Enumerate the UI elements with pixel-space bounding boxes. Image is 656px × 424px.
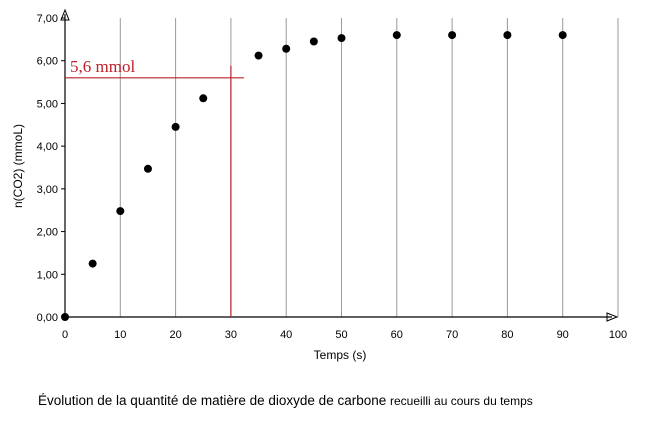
x-tick-labels: 0 10 20 30 40 50 60 70 80 90 100 [62,329,627,341]
x-tick-label: 100 [609,329,627,341]
y-tick-label: 3,00 [37,184,58,196]
x-tick-label: 20 [169,329,181,341]
data-point [503,31,512,40]
x-axis-arrow [606,312,619,322]
y-tick-label: 0,00 [37,312,58,324]
data-point [392,31,401,40]
x-tick-label: 90 [557,329,569,341]
y-tick-labels: 0,00 1,00 2,00 3,00 4,00 5,00 6,00 7,00 [37,13,65,324]
data-point [337,34,346,43]
data-point [116,207,125,216]
x-tick-label: 70 [446,329,458,341]
x-tick-label: 10 [114,329,126,341]
chart: 0 10 20 30 40 50 60 70 80 90 100 0,00 1,00 2,00 3,00 4… [11,8,627,362]
axes [60,8,619,322]
x-tick-label: 30 [225,329,237,341]
data-point [282,44,291,53]
data-points [61,31,567,321]
data-point [88,259,97,268]
chart-caption: Évolution de la quantité de matière de d… [38,393,533,408]
y-tick-label: 7,00 [37,13,58,25]
y-axis-title: n(CO2) (mmoL) [11,124,25,208]
y-tick-label: 5,00 [37,98,58,110]
y-tick-label: 2,00 [37,227,58,239]
data-point [558,31,567,40]
x-tick-label: 60 [391,329,403,341]
annotation-label: 5,6 mmol [70,57,135,76]
data-point [143,164,152,173]
y-axis-arrow [60,8,70,21]
y-tick-label: 4,00 [37,141,58,153]
data-point [171,122,180,131]
data-point [61,313,69,321]
vertical-gridlines [119,18,619,317]
data-point [448,31,457,40]
data-point [309,37,318,46]
x-tick-label: 0 [62,329,68,341]
annotation: 5,6 mmol [65,57,244,317]
x-tick-label: 80 [501,329,513,341]
x-tick-label: 40 [280,329,292,341]
data-point [199,94,208,103]
data-point [254,51,263,60]
x-axis-title: Temps (s) [314,348,367,362]
caption-main: Évolution de la quantité de matière de d… [38,393,387,408]
caption-small: recueilli au cours du temps [390,394,533,408]
y-tick-label: 6,00 [37,56,58,68]
x-tick-label: 50 [335,329,347,341]
y-tick-label: 1,00 [37,269,58,281]
